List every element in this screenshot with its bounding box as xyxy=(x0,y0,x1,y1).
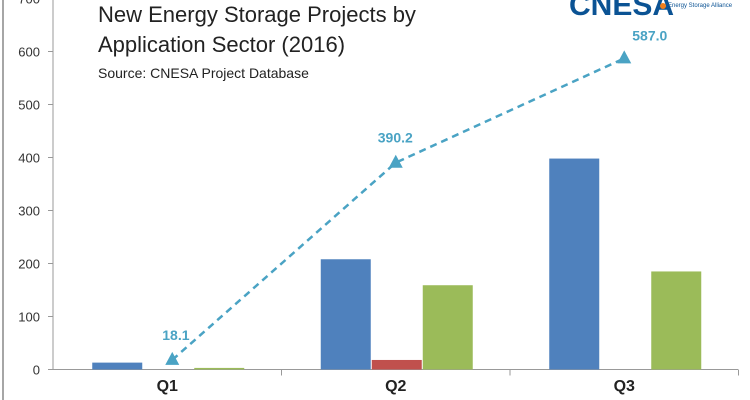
data-label: 587.0 xyxy=(632,27,667,43)
y-tick-label: 600 xyxy=(18,45,40,60)
y-tick-label: 300 xyxy=(18,204,40,219)
chart-title-line2: Application Sector (2016) xyxy=(98,32,345,57)
y-tick-label: 500 xyxy=(18,98,40,113)
logo-tagline: Energy Storage Alliance xyxy=(668,3,733,9)
bar xyxy=(422,285,473,370)
logo-text: CNESA xyxy=(569,0,674,22)
line-marker xyxy=(388,154,403,168)
x-tick-label: Q3 xyxy=(614,378,635,395)
logo-accent xyxy=(660,3,666,9)
y-tick-label: 700 xyxy=(18,0,40,7)
y-tick-label: 400 xyxy=(18,151,40,166)
line-marker xyxy=(165,351,180,365)
data-label: 390.2 xyxy=(378,130,413,146)
bar xyxy=(92,362,143,370)
y-tick-label: 0 xyxy=(33,363,40,378)
chart-subtitle: Source: CNESA Project Database xyxy=(98,65,309,81)
y-tick-label: 100 xyxy=(18,310,40,325)
x-tick-label: Q1 xyxy=(157,378,178,395)
bar xyxy=(194,367,245,370)
line-series xyxy=(171,57,625,361)
data-label: 18.1 xyxy=(162,327,189,343)
line-marker xyxy=(617,50,632,64)
bar xyxy=(651,271,702,370)
y-tick-label: 200 xyxy=(18,257,40,272)
x-tick-label: Q2 xyxy=(385,378,406,395)
bar xyxy=(320,259,371,370)
chart-title: New Energy Storage Projects by xyxy=(98,2,416,27)
cnesa-logo: CNESA Energy Storage Alliance xyxy=(569,0,733,22)
bar xyxy=(549,158,600,370)
bar xyxy=(371,359,422,370)
